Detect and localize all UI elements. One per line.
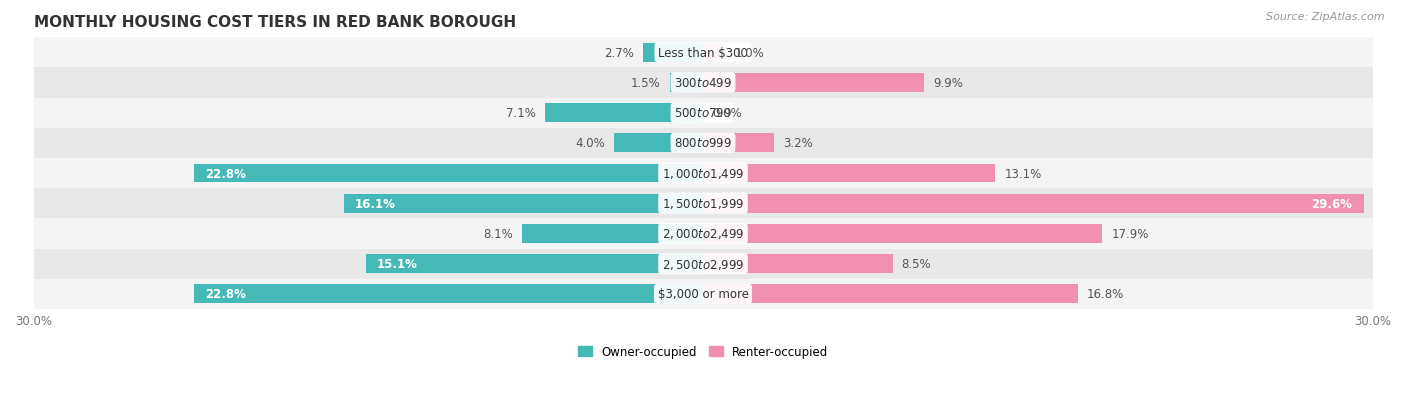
Bar: [614, 134, 703, 153]
Bar: [34, 159, 1372, 189]
Bar: [669, 74, 703, 93]
Bar: [703, 255, 893, 273]
Bar: [34, 98, 1372, 128]
Text: 22.8%: 22.8%: [205, 167, 246, 180]
Text: 4.0%: 4.0%: [575, 137, 605, 150]
Text: 7.1%: 7.1%: [506, 107, 536, 120]
Bar: [703, 134, 775, 153]
Text: $1,500 to $1,999: $1,500 to $1,999: [662, 197, 744, 211]
Bar: [34, 189, 1372, 219]
Bar: [703, 195, 1364, 213]
Bar: [703, 74, 924, 93]
Text: 2.7%: 2.7%: [605, 47, 634, 59]
Text: $2,000 to $2,499: $2,000 to $2,499: [662, 227, 744, 241]
Text: $2,500 to $2,999: $2,500 to $2,999: [662, 257, 744, 271]
Text: $1,000 to $1,499: $1,000 to $1,499: [662, 166, 744, 180]
Text: Source: ZipAtlas.com: Source: ZipAtlas.com: [1267, 12, 1385, 22]
Text: $300 to $499: $300 to $499: [673, 77, 733, 90]
Text: $3,000 or more: $3,000 or more: [658, 287, 748, 301]
Text: MONTHLY HOUSING COST TIERS IN RED BANK BOROUGH: MONTHLY HOUSING COST TIERS IN RED BANK B…: [34, 15, 516, 30]
Bar: [34, 219, 1372, 249]
Bar: [194, 285, 703, 304]
Bar: [703, 225, 1102, 243]
Text: Less than $300: Less than $300: [658, 47, 748, 59]
Legend: Owner-occupied, Renter-occupied: Owner-occupied, Renter-occupied: [572, 341, 834, 363]
Bar: [34, 68, 1372, 98]
Text: 17.9%: 17.9%: [1111, 228, 1149, 240]
Text: 9.9%: 9.9%: [932, 77, 963, 90]
Bar: [544, 104, 703, 123]
Bar: [703, 164, 995, 183]
Bar: [194, 164, 703, 183]
Bar: [703, 285, 1078, 304]
Text: 29.6%: 29.6%: [1312, 197, 1353, 210]
Text: 3.2%: 3.2%: [783, 137, 813, 150]
Text: 0.0%: 0.0%: [711, 107, 741, 120]
Text: 8.5%: 8.5%: [901, 257, 931, 271]
Text: 22.8%: 22.8%: [205, 287, 246, 301]
Text: $500 to $799: $500 to $799: [673, 107, 733, 120]
Bar: [34, 279, 1372, 309]
Text: 13.1%: 13.1%: [1004, 167, 1042, 180]
Text: 15.1%: 15.1%: [377, 257, 418, 271]
Bar: [343, 195, 703, 213]
Text: 1.0%: 1.0%: [734, 47, 763, 59]
Text: 1.5%: 1.5%: [631, 77, 661, 90]
Text: $800 to $999: $800 to $999: [673, 137, 733, 150]
Bar: [366, 255, 703, 273]
Bar: [34, 38, 1372, 68]
Text: 8.1%: 8.1%: [484, 228, 513, 240]
Bar: [34, 249, 1372, 279]
Text: 16.8%: 16.8%: [1087, 287, 1123, 301]
Bar: [34, 128, 1372, 159]
Bar: [643, 44, 703, 62]
Bar: [522, 225, 703, 243]
Text: 16.1%: 16.1%: [354, 197, 395, 210]
Bar: [703, 44, 725, 62]
